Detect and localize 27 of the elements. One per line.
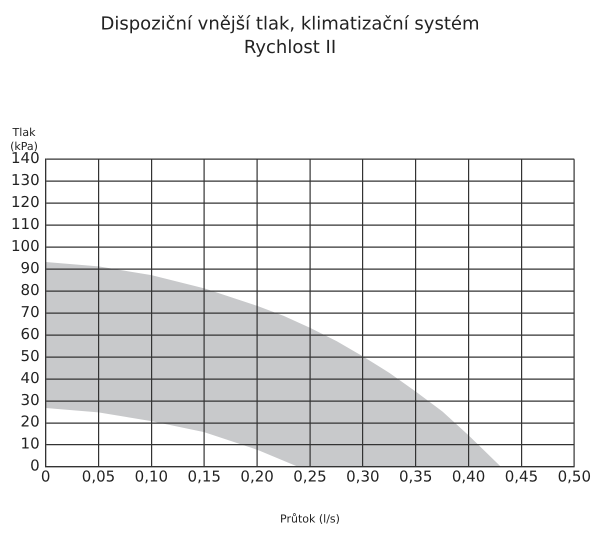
y-tick-label: 90 — [20, 258, 40, 277]
x-tick-label: 0,30 — [346, 468, 380, 486]
x-tick-label: 0,50 — [558, 468, 592, 486]
y-tick-label: 100 — [10, 236, 40, 255]
x-tick-label: 0,35 — [398, 468, 432, 486]
x-tick-label: 0,15 — [188, 468, 221, 486]
y-tick-label: 30 — [20, 390, 40, 409]
chart-subtitle: Rychlost II — [244, 37, 336, 58]
y-tick-label: 50 — [20, 346, 40, 365]
y-tick-label: 110 — [10, 215, 40, 234]
x-tick-label: 0,20 — [240, 468, 274, 486]
x-tick-label: 0,25 — [293, 468, 327, 486]
x-tick-label: 0,05 — [82, 468, 116, 486]
y-tick-label: 10 — [20, 434, 40, 453]
y-axis-title: Tlak (kPa) — [9, 126, 38, 153]
x-tick-label: 0,40 — [452, 468, 486, 486]
y-tick-label: 60 — [20, 324, 40, 343]
chart-title: Dispoziční vnější tlak, klimatizační systém — [100, 13, 480, 34]
x-tick-label: 0,45 — [504, 468, 538, 486]
x-tick-label: 0,10 — [134, 468, 168, 486]
y-tick-label: 130 — [10, 171, 40, 190]
x-axis-title: Průtok (l/s) — [280, 512, 340, 526]
y-tick-label: 20 — [20, 412, 40, 431]
y-tick-label: 40 — [20, 368, 40, 387]
y-tick-label: 80 — [20, 280, 40, 299]
y-tick-label: 120 — [10, 193, 40, 212]
y-tick-label: 70 — [20, 302, 40, 321]
